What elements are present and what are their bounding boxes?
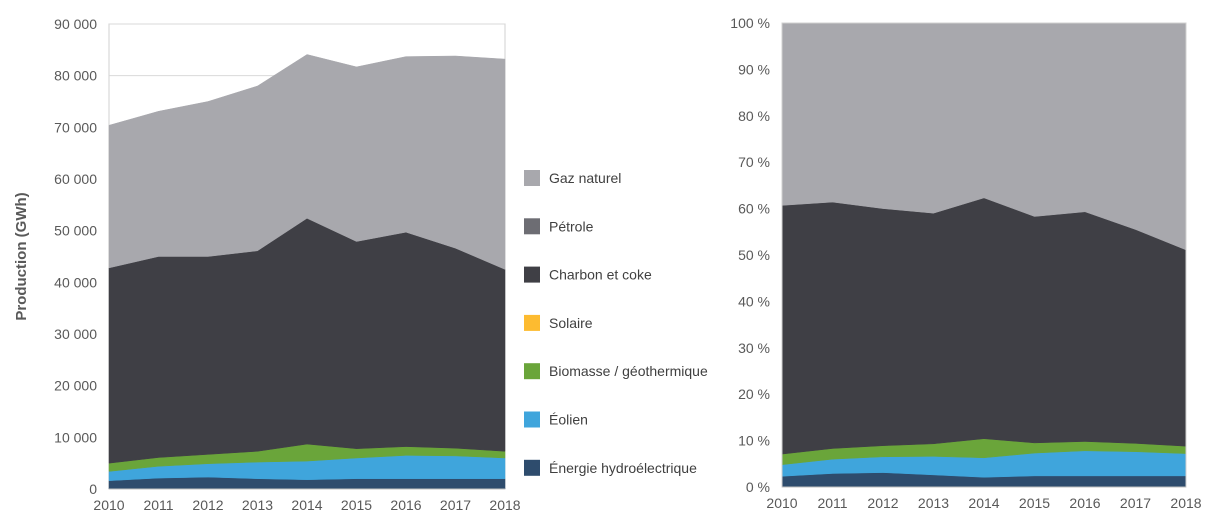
y-tick-label: 40 000: [54, 274, 97, 290]
legend-label: Énergie hydroélectrique: [549, 460, 697, 476]
y-tick-label: 50 %: [738, 247, 770, 263]
y-tick-label: 70 000: [54, 119, 97, 135]
y-tick-label: 100 %: [730, 15, 770, 31]
y-tick-label: 60 %: [738, 201, 770, 217]
y-tick-label: 0 %: [746, 479, 770, 495]
y-tick-label: 60 000: [54, 171, 97, 187]
x-tick-label: 2011: [817, 495, 847, 511]
y-tick-label: 80 %: [738, 108, 770, 124]
legend-label: Pétrole: [549, 218, 594, 234]
x-tick-label: 2018: [1170, 495, 1201, 511]
x-tick-label: 2018: [489, 497, 520, 513]
x-tick-label: 2015: [341, 497, 372, 513]
x-tick-label: 2010: [766, 495, 797, 511]
y-tick-label: 70 %: [738, 154, 770, 170]
x-tick-label: 2012: [192, 497, 223, 513]
legend-label: Solaire: [549, 315, 593, 331]
y-tick-label: 10 000: [54, 429, 97, 445]
area-charbon-et-coke: [781, 197, 1187, 455]
x-tick-label: 2013: [242, 497, 273, 513]
y-tick-label: 50 000: [54, 223, 97, 239]
legend-label: Éolien: [549, 412, 588, 428]
legend-swatch: [524, 459, 540, 476]
legend-swatch: [524, 411, 540, 428]
legend-swatch: [524, 218, 540, 235]
x-tick-label: 2017: [1120, 495, 1151, 511]
legend-swatch: [524, 266, 540, 283]
x-tick-label: 2014: [968, 495, 999, 511]
y-tick-label: 90 %: [738, 61, 770, 77]
x-tick-label: 2017: [440, 497, 471, 513]
x-tick-label: 2010: [93, 497, 124, 513]
y-tick-label: 20 000: [54, 378, 97, 394]
x-tick-label: 2016: [390, 497, 421, 513]
legend-swatch: [524, 170, 540, 186]
legend-label: Biomasse / géothermique: [549, 363, 708, 379]
legend-swatch: [524, 363, 540, 380]
y-tick-label: 40 %: [738, 293, 770, 309]
x-tick-label: 2012: [867, 495, 898, 511]
x-tick-label: 2014: [291, 497, 322, 513]
legend: Gaz naturel Pétrole Charbon et coke Solaire…: [524, 170, 708, 476]
y-tick-label: 30 000: [54, 326, 97, 342]
y-tick-label: 80 000: [54, 68, 97, 84]
x-tick-label: 2013: [918, 495, 949, 511]
legend-label: Gaz naturel: [549, 170, 621, 186]
chart-percent-share: 0 % 10 % 20 % 30 % 40 % 50 % 60 % 70 % 80 % 90 % 1…: [730, 15, 1201, 511]
legend-label: Charbon et coke: [549, 267, 652, 283]
y-axis-title: Production (GWh): [13, 192, 30, 320]
legend-swatch: [524, 314, 540, 331]
x-tick-label: 2016: [1069, 495, 1100, 511]
chart-absolute-production: 0 10 000 20 000 30 000 40 000 50 000 60 000 70 …: [13, 16, 521, 513]
y-tick-label: 30 %: [738, 340, 770, 356]
x-tick-label: 2011: [143, 497, 173, 513]
y-tick-label: 10 %: [738, 433, 770, 449]
area-gaz-naturel: [108, 54, 506, 270]
y-tick-label: 20 %: [738, 386, 770, 402]
x-tick-label: 2015: [1019, 495, 1050, 511]
y-tick-label: 90 000: [54, 16, 97, 32]
y-tick-label: 0: [89, 481, 97, 497]
